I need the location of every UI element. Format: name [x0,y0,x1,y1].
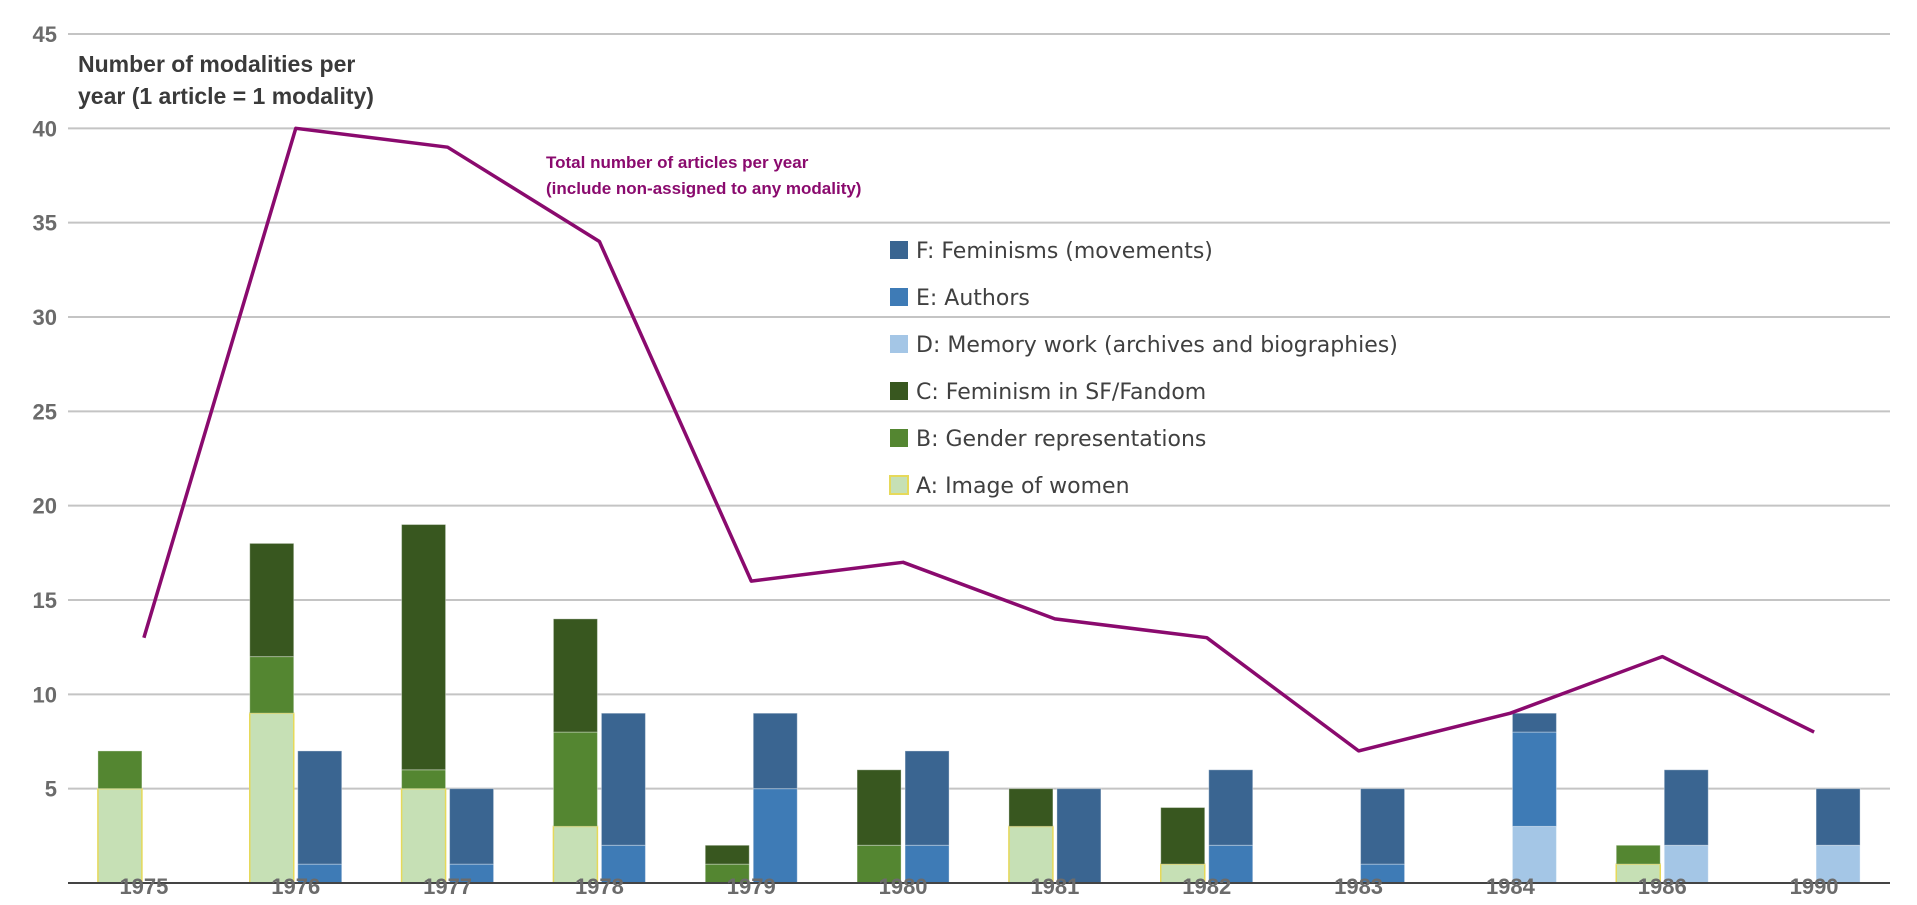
bar-F-1980 [904,750,950,846]
legend-label-B: B: Gender representations [916,427,1206,452]
bar-B-1975 [97,750,143,790]
bar-E-1984 [1511,731,1557,827]
y-axis-label-line-1: Number of modalities per [78,51,355,77]
bar-C-1982 [1160,807,1206,865]
bar-F-1981 [1056,788,1102,884]
legend-swatch-D [890,335,908,353]
legend-label-E: E: Authors [916,286,1030,311]
x-tick-label: 1980 [879,874,928,899]
x-tick-label: 1976 [271,874,320,899]
bar-F-1983 [1360,788,1406,865]
bar-B-1976 [249,656,295,714]
bar-A-1977 [400,787,447,884]
x-tick-label: 1977 [423,874,472,899]
legend-swatch-F [890,241,908,259]
y-axis-label-line-2: year (1 article = 1 modality) [78,83,374,109]
bar-C-1976 [249,542,295,658]
bar-B-1986 [1615,844,1661,865]
bar-F-1977 [449,788,495,865]
bar-F-1978 [600,712,646,846]
bar-C-1978 [552,618,598,733]
x-tick-label: 1979 [727,874,776,899]
bar-F-1986 [1663,769,1709,846]
legend-swatch-E [890,288,908,306]
x-tick-label: 1978 [575,874,624,899]
y-tick-label: 5 [45,777,57,802]
x-tick-label: 1975 [119,874,168,899]
bar-F-1984 [1511,712,1557,733]
y-tick-label: 35 [33,211,57,236]
y-tick-label: 20 [33,494,57,519]
bar-C-1977 [401,524,447,771]
bar-F-1976 [297,750,343,865]
y-tick-label: 25 [33,399,57,424]
x-axis-ticks: 1975 1976 1977 1978 1979 1980 1981 1982 1983 1984… [119,874,1838,899]
legend-label-D: D: Memory work (archives and biographies… [916,333,1398,358]
bar-F-1990 [1815,788,1861,846]
bar-A-1978 [552,825,599,884]
bar-A-1975 [97,787,143,884]
x-tick-label: 1990 [1790,874,1839,899]
y-axis-ticks: 5 10 15 20 25 30 35 40 45 [33,22,57,802]
bar-A-1981 [1008,825,1054,884]
y-tick-label: 45 [33,22,57,47]
x-tick-label: 1983 [1334,874,1383,899]
bars [97,524,1861,884]
y-tick-label: 40 [33,116,57,141]
bar-A-1976 [249,712,295,884]
x-tick-label: 1986 [1638,874,1687,899]
legend-swatch-B [890,429,908,447]
bar-C-1981 [1008,788,1054,827]
line-annotation-line-1: Total number of articles per year [546,153,809,172]
bar-D-1986 [1663,844,1709,884]
bar-C-1980 [856,769,902,846]
legend: F: Feminisms (movements) E: Authors D: Mem… [889,239,1398,499]
y-tick-label: 30 [33,305,57,330]
bar-F-1982 [1208,769,1254,846]
legend-swatch-C [890,382,908,400]
y-tick-label: 15 [33,588,57,613]
x-tick-label: 1982 [1182,874,1231,899]
line-annotation-line-2: (include non-assigned to any modality) [546,179,861,198]
gridlines [68,33,1890,790]
legend-label-A: A: Image of women [916,474,1130,499]
total-articles-line [142,126,1815,753]
x-tick-label: 1984 [1486,874,1536,899]
bar-B-1978 [552,731,598,827]
bar-D-1990 [1815,844,1861,884]
legend-label-C: C: Feminism in SF/Fandom [916,380,1206,405]
y-tick-label: 10 [33,682,57,707]
bar-B-1977 [401,769,447,790]
legend-swatch-A [889,475,909,495]
bar-F-1979 [752,712,798,790]
x-tick-label: 1981 [1030,874,1079,899]
bar-E-1979 [752,788,798,884]
bar-D-1984 [1511,825,1557,884]
legend-label-F: F: Feminisms (movements) [916,239,1213,264]
bar-C-1979 [704,844,750,865]
